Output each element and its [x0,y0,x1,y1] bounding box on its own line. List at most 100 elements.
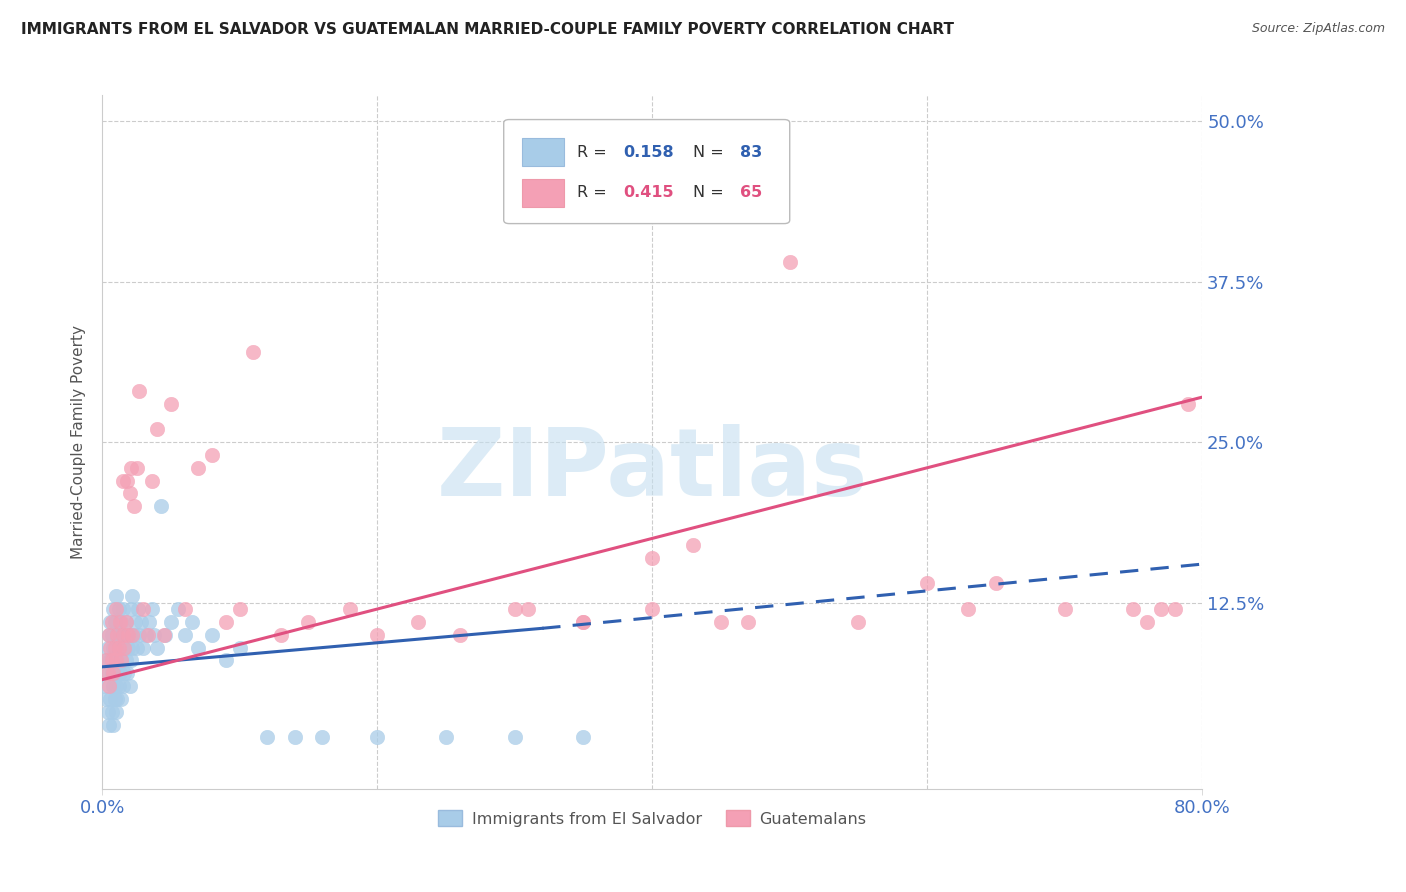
Point [103,666,125,681]
Text: R =: R = [578,186,612,201]
Point [297,615,319,629]
Point [641,602,664,616]
Point [100,640,122,655]
Point [100,653,122,667]
Point [112,628,135,642]
Point [110,692,132,706]
Point [120,460,142,475]
Point [311,731,333,745]
Point [120,602,142,616]
Point [915,576,938,591]
Point [129,615,152,629]
Point [108,615,131,629]
Point [111,602,134,616]
Point [110,653,132,667]
Point [1177,396,1199,410]
Text: ZIPatlas: ZIPatlas [436,424,868,516]
Point [1122,602,1144,616]
Point [173,602,195,616]
Point [517,602,540,616]
Point [104,653,127,667]
Point [104,705,127,719]
Point [101,653,124,667]
Point [107,679,129,693]
Point [132,602,155,616]
Point [98,628,121,642]
Point [1164,602,1187,616]
Point [115,628,138,642]
FancyBboxPatch shape [503,120,790,224]
Text: 83: 83 [740,145,762,160]
Text: 65: 65 [740,186,762,201]
Point [101,628,124,642]
Point [103,602,125,616]
Text: N =: N = [693,145,728,160]
Point [125,640,148,655]
Text: R =: R = [578,145,612,160]
Point [105,692,128,706]
Point [103,679,125,693]
Point [97,666,120,681]
Point [112,640,135,655]
Point [242,345,264,359]
Point [104,679,127,693]
Point [101,705,124,719]
Point [135,628,157,642]
Point [103,692,125,706]
Point [117,640,139,655]
Point [339,602,361,616]
Point [146,422,169,436]
Point [114,615,136,629]
Point [737,615,759,629]
Point [848,615,870,629]
Point [100,692,122,706]
Point [366,628,388,642]
Point [201,628,224,642]
Point [105,653,128,667]
Point [682,538,704,552]
Point [96,653,118,667]
Point [132,640,155,655]
Point [136,628,159,642]
Point [111,474,134,488]
Point [114,653,136,667]
Text: Source: ZipAtlas.com: Source: ZipAtlas.com [1251,22,1385,36]
Point [101,666,124,681]
Point [107,602,129,616]
Point [641,550,664,565]
Point [107,640,129,655]
Point [127,602,149,616]
Point [104,640,127,655]
Point [166,602,188,616]
FancyBboxPatch shape [523,138,564,166]
Point [105,628,128,642]
Point [449,628,471,642]
Point [108,666,131,681]
Point [503,731,526,745]
Point [112,666,135,681]
Point [138,615,160,629]
Point [110,615,132,629]
Point [104,615,127,629]
Point [94,679,117,693]
Point [97,705,120,719]
Point [215,653,238,667]
Point [98,679,121,693]
Point [118,486,141,500]
Point [779,255,801,269]
Point [572,731,595,745]
Point [128,628,150,642]
Point [1150,602,1173,616]
Point [121,589,143,603]
Point [103,640,125,655]
Point [125,460,148,475]
Point [146,640,169,655]
Point [160,615,183,629]
Point [108,628,131,642]
Point [284,731,307,745]
Point [104,589,127,603]
Point [100,615,122,629]
Text: N =: N = [693,186,728,201]
Point [153,628,176,642]
Point [1136,615,1159,629]
